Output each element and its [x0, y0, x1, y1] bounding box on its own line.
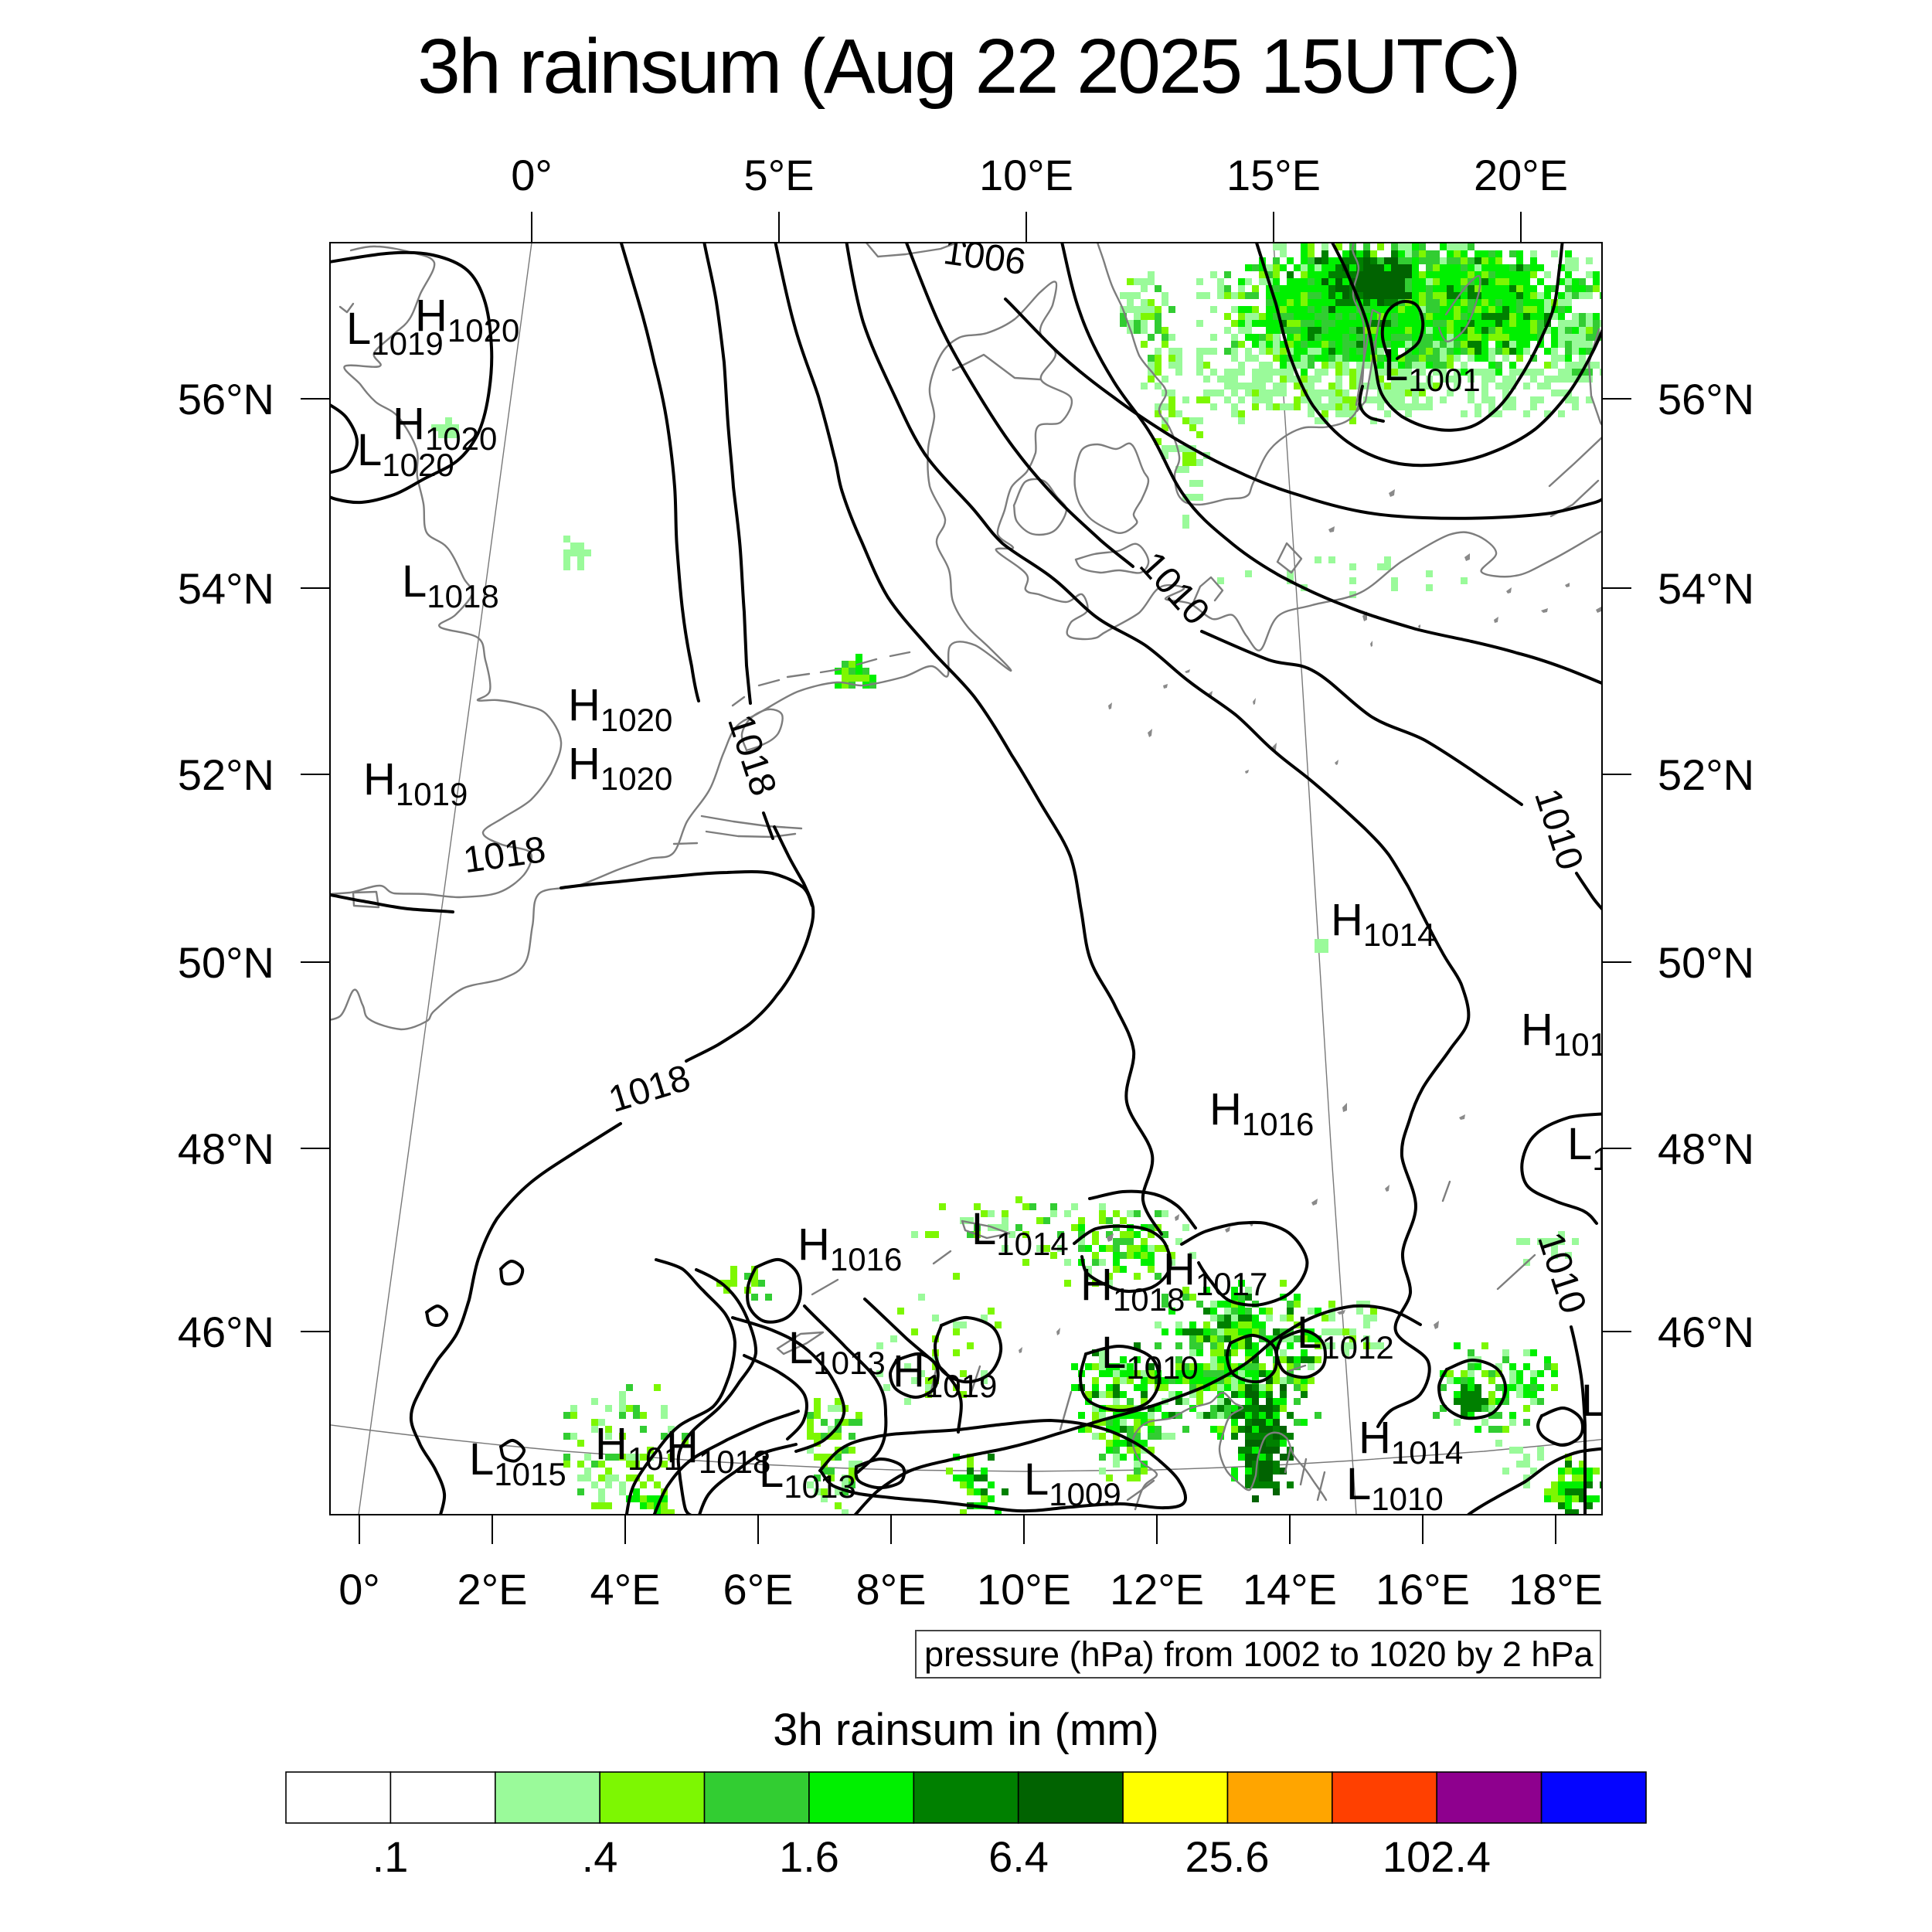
- svg-text:6°E: 6°E: [723, 1565, 794, 1614]
- svg-text:8°E: 8°E: [856, 1565, 927, 1614]
- svg-text:25.6: 25.6: [1185, 1832, 1270, 1881]
- svg-text:3h rainsum in (mm): 3h rainsum in (mm): [773, 1705, 1159, 1755]
- svg-text:5°E: 5°E: [744, 151, 815, 199]
- svg-text:56°N: 56°N: [178, 375, 274, 423]
- svg-text:4°E: 4°E: [590, 1565, 661, 1614]
- svg-text:H1016: H1016: [798, 1219, 902, 1277]
- svg-text:46°N: 46°N: [178, 1308, 274, 1356]
- svg-text:L1: L1: [1581, 1376, 1624, 1434]
- svg-text:18°E: 18°E: [1509, 1565, 1603, 1614]
- svg-text:50°N: 50°N: [178, 938, 274, 987]
- svg-text:.1: .1: [372, 1832, 409, 1881]
- svg-text:1.6: 1.6: [779, 1832, 839, 1881]
- svg-text:54°N: 54°N: [178, 564, 274, 613]
- svg-text:52°N: 52°N: [1658, 750, 1754, 799]
- svg-text:pressure (hPa) from 1002 to 10: pressure (hPa) from 1002 to 1020 by 2 hP…: [924, 1634, 1594, 1674]
- svg-text:0°: 0°: [338, 1565, 380, 1614]
- svg-text:54°N: 54°N: [1658, 564, 1754, 613]
- svg-text:46°N: 46°N: [1658, 1308, 1754, 1356]
- svg-text:6.4: 6.4: [988, 1832, 1049, 1881]
- svg-text:16°E: 16°E: [1376, 1565, 1470, 1614]
- svg-text:10°E: 10°E: [977, 1565, 1071, 1614]
- svg-text:3h rainsum (Aug 22 2025 15UTC): 3h rainsum (Aug 22 2025 15UTC): [417, 23, 1519, 110]
- svg-text:10°E: 10°E: [979, 151, 1073, 199]
- svg-text:14°E: 14°E: [1243, 1565, 1337, 1614]
- svg-text:12°E: 12°E: [1110, 1565, 1204, 1614]
- svg-text:0°: 0°: [511, 151, 553, 199]
- svg-text:56°N: 56°N: [1658, 375, 1754, 423]
- svg-text:50°N: 50°N: [1658, 938, 1754, 987]
- svg-text:48°N: 48°N: [1658, 1124, 1754, 1173]
- svg-text:102.4: 102.4: [1383, 1832, 1491, 1881]
- svg-text:.4: .4: [582, 1832, 618, 1881]
- svg-text:20°E: 20°E: [1474, 151, 1568, 199]
- svg-text:H1012: H1012: [1521, 1005, 1625, 1063]
- svg-text:15°E: 15°E: [1226, 151, 1321, 199]
- svg-text:48°N: 48°N: [178, 1124, 274, 1173]
- svg-text:52°N: 52°N: [178, 750, 274, 799]
- svg-text:2°E: 2°E: [457, 1565, 528, 1614]
